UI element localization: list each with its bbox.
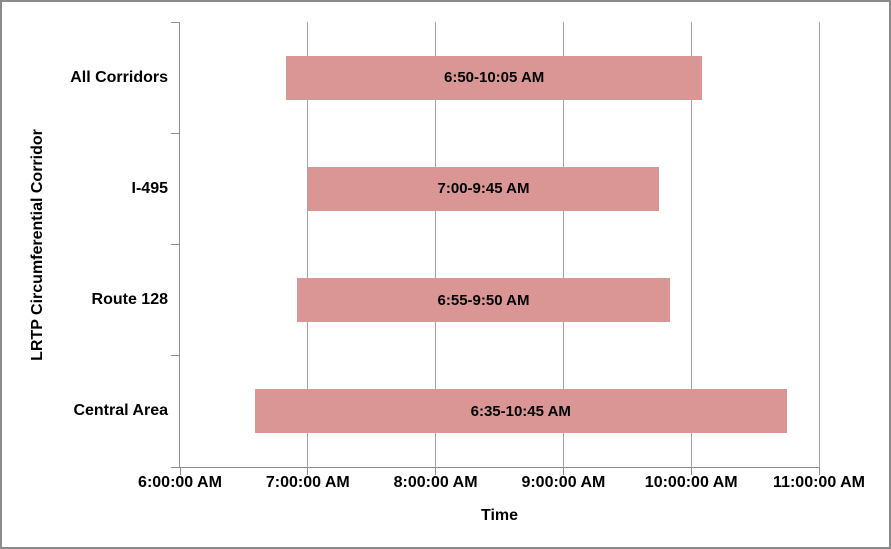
major-gridline: [562, 22, 564, 467]
x-tick-mark: [562, 467, 564, 475]
x-tick-mark: [179, 467, 181, 475]
x-tick-label: 10:00:00 AM: [644, 474, 738, 491]
time-range-bar: 6:50-10:05 AM: [286, 55, 702, 100]
major-gridline: [690, 22, 692, 467]
x-tick-mark: [307, 467, 309, 475]
x-tick-label: 7:00:00 AM: [265, 474, 350, 491]
major-gridline: [435, 22, 437, 467]
x-axis-line: [180, 467, 819, 468]
y-tick-mark: [171, 244, 179, 245]
major-gridline: [307, 22, 309, 467]
y-tick-mark: [171, 21, 179, 23]
x-tick-label: 9:00:00 AM: [521, 474, 606, 491]
y-tick-mark: [171, 355, 179, 357]
bar-label: 7:00-9:45 AM: [437, 180, 530, 198]
major-gridline: [818, 22, 820, 467]
x-tick-label: 8:00:00 AM: [393, 474, 478, 491]
x-tick-mark: [435, 467, 437, 475]
x-tick-mark: [818, 467, 820, 475]
y-tick-mark: [171, 466, 179, 468]
bar-label: 6:50-10:05 AM: [443, 69, 545, 87]
category-label: Central Area: [73, 402, 168, 420]
category-label: Route 128: [91, 291, 168, 309]
bar-label: 6:55-9:50 AM: [437, 291, 530, 309]
x-tick-label: 6:00:00 AM: [138, 474, 222, 491]
bar-label: 6:35-10:45 AM: [470, 402, 571, 420]
time-range-bar: 6:55-9:50 AM: [297, 278, 670, 323]
y-axis-line: [179, 22, 180, 468]
time-range-bar: 7:00-9:45 AM: [307, 166, 660, 211]
y-tick-mark: [171, 132, 179, 134]
category-label: I-495: [131, 179, 168, 197]
x-tick-label: 11:00:00 AM: [773, 474, 865, 491]
time-range-bar: 6:35-10:45 AM: [254, 389, 788, 434]
category-label: All Corridors: [70, 68, 168, 86]
x-tick-mark: [690, 467, 692, 475]
x-axis-title: Time: [480, 507, 519, 524]
